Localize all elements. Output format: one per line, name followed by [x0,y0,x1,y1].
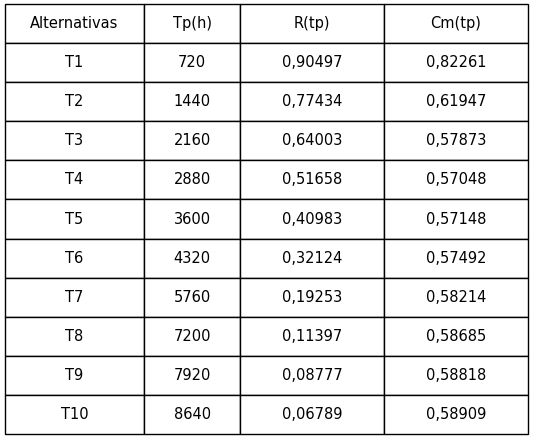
Bar [144,43,240,82]
Text: Cm(tp): Cm(tp) [431,16,481,32]
Text: 0,58909: 0,58909 [426,406,486,422]
Text: 0,32124: 0,32124 [282,251,342,265]
Text: T1: T1 [66,56,84,71]
Bar [5,317,144,356]
Bar [240,239,384,278]
Bar [144,82,240,121]
Bar [240,43,384,82]
Text: 0,82261: 0,82261 [425,56,486,71]
Text: 0,57048: 0,57048 [425,173,486,187]
Text: 2880: 2880 [173,173,211,187]
Bar [5,43,144,82]
Text: 0,58685: 0,58685 [426,328,486,343]
Bar [5,121,144,160]
Text: T10: T10 [61,406,88,422]
Bar [5,199,144,239]
Bar [144,239,240,278]
Text: 0,61947: 0,61947 [426,95,486,110]
Text: Tp(h): Tp(h) [173,16,212,32]
Bar [144,160,240,199]
Text: 0,19253: 0,19253 [282,290,342,304]
Text: 5760: 5760 [173,290,211,304]
Text: T9: T9 [66,367,84,382]
Text: 4320: 4320 [174,251,211,265]
Bar [144,356,240,395]
Bar [5,4,144,43]
Bar [384,43,528,82]
Bar [384,82,528,121]
Text: 7200: 7200 [173,328,211,343]
Bar [5,395,144,434]
Bar [240,278,384,317]
Text: 3600: 3600 [174,212,211,226]
Bar [144,317,240,356]
Bar [384,356,528,395]
Bar [144,4,240,43]
Bar [240,4,384,43]
Bar [384,239,528,278]
Text: 0,90497: 0,90497 [282,56,343,71]
Bar [144,395,240,434]
Bar [240,160,384,199]
Text: Alternativas: Alternativas [30,16,119,32]
Text: 0,57873: 0,57873 [426,134,486,148]
Text: T6: T6 [66,251,84,265]
Text: 2160: 2160 [173,134,211,148]
Bar [5,239,144,278]
Bar [144,121,240,160]
Text: 0,64003: 0,64003 [282,134,342,148]
Text: 0,06789: 0,06789 [282,406,343,422]
Text: T8: T8 [66,328,84,343]
Bar [240,199,384,239]
Text: 0,57492: 0,57492 [425,251,486,265]
Bar [5,82,144,121]
Bar [240,356,384,395]
Bar [384,278,528,317]
Text: 0,58818: 0,58818 [426,367,486,382]
Text: 0,57148: 0,57148 [426,212,486,226]
Text: 8640: 8640 [174,406,211,422]
Text: 1440: 1440 [174,95,211,110]
Bar [144,278,240,317]
Text: 0,58214: 0,58214 [426,290,486,304]
Text: 0,40983: 0,40983 [282,212,342,226]
Bar [384,121,528,160]
Bar [384,4,528,43]
Bar [384,317,528,356]
Bar [384,395,528,434]
Text: 720: 720 [178,56,206,71]
Text: R(tp): R(tp) [294,16,330,32]
Text: T3: T3 [66,134,84,148]
Bar [384,160,528,199]
Text: 0,51658: 0,51658 [282,173,342,187]
Text: 7920: 7920 [173,367,211,382]
Text: T2: T2 [66,95,84,110]
Bar [240,317,384,356]
Text: 0,11397: 0,11397 [282,328,342,343]
Text: T4: T4 [66,173,84,187]
Bar [144,199,240,239]
Bar [240,395,384,434]
Bar [240,121,384,160]
Bar [5,356,144,395]
Text: T7: T7 [66,290,84,304]
Text: 0,77434: 0,77434 [282,95,342,110]
Bar [240,82,384,121]
Text: T5: T5 [66,212,84,226]
Bar [5,278,144,317]
Bar [5,160,144,199]
Text: 0,08777: 0,08777 [282,367,343,382]
Bar [384,199,528,239]
